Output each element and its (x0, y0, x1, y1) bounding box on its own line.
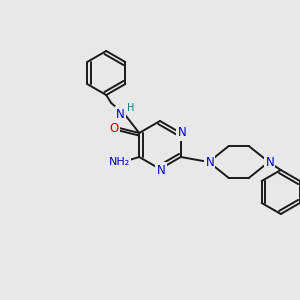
Text: N: N (206, 155, 214, 169)
Text: NH₂: NH₂ (109, 157, 130, 167)
Text: H: H (127, 103, 134, 113)
Text: N: N (266, 155, 274, 169)
Text: O: O (110, 122, 119, 134)
Text: N: N (116, 107, 124, 121)
Text: N: N (177, 127, 186, 140)
Text: N: N (157, 164, 165, 176)
